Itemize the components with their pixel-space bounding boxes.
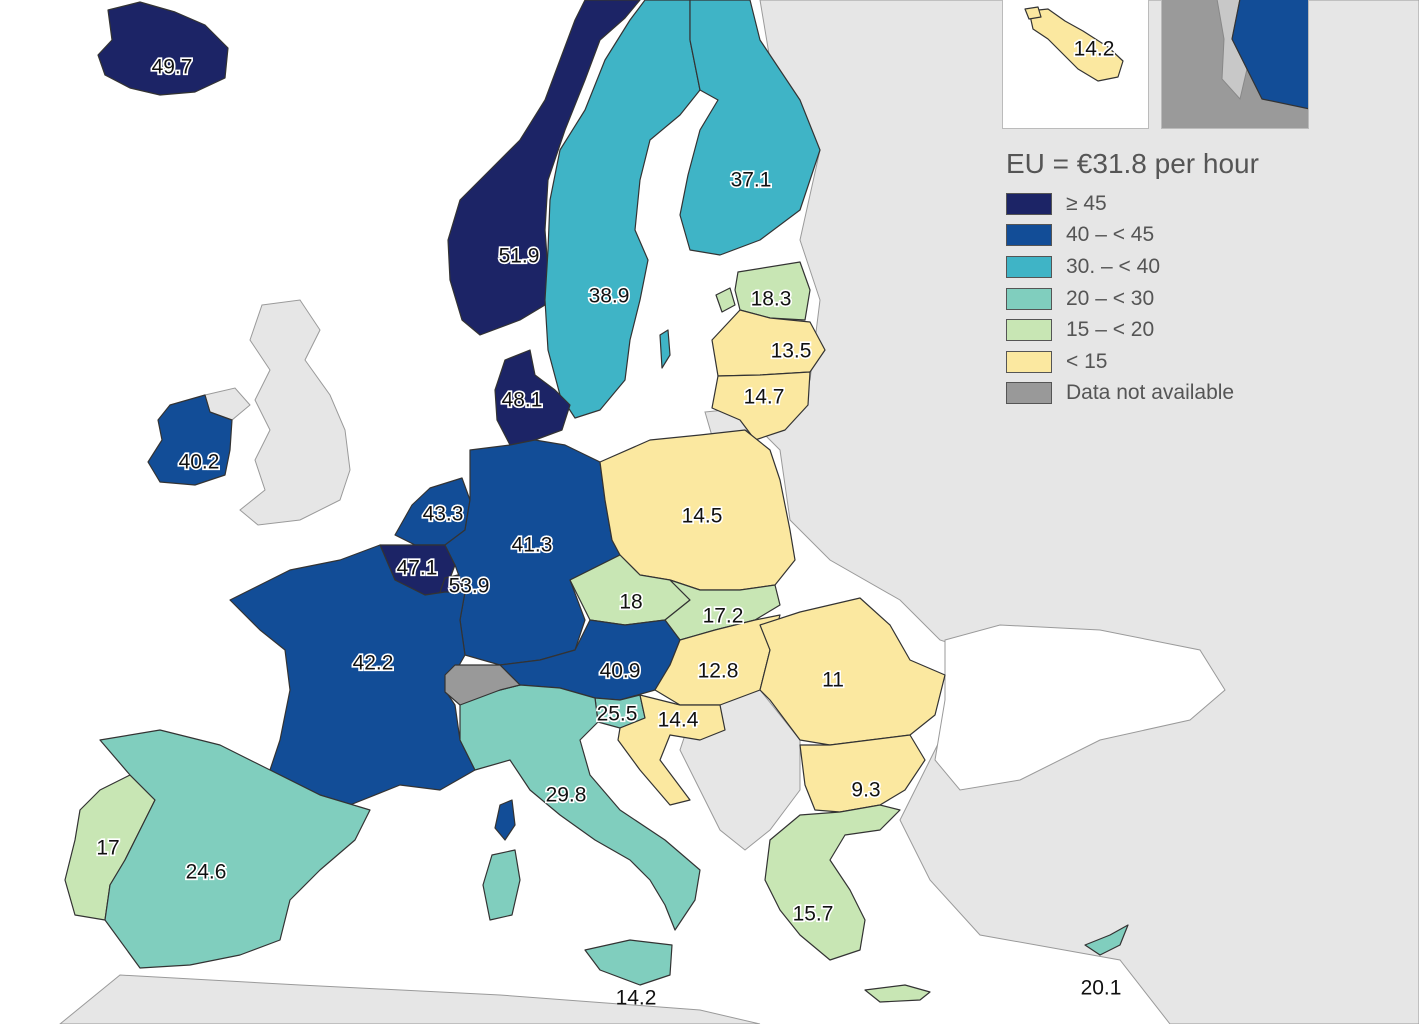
country-sardinia[interactable]	[482, 849, 521, 921]
malta-inset-island[interactable]	[1028, 8, 1124, 82]
legend-label: Data not available	[1066, 381, 1235, 405]
label-ireland: 40.2	[179, 451, 220, 474]
label-belgium: 47.1	[397, 557, 438, 580]
label-malta: 14.2	[616, 987, 657, 1010]
country-iceland[interactable]	[97, 1, 229, 96]
country-sicily[interactable]	[584, 939, 673, 986]
countries	[64, 0, 1129, 1003]
malta-inset-panel: 14.2	[1002, 0, 1149, 129]
legend-label: ≥ 45	[1066, 191, 1107, 215]
country-norway[interactable]	[447, 0, 641, 336]
label-czechia: 18	[619, 591, 642, 614]
country-spain[interactable]	[99, 729, 371, 969]
liechtenstein-inset-map	[1216, 0, 1309, 110]
country-switzerland[interactable]	[444, 664, 521, 706]
label-spain: 24.6	[186, 861, 227, 884]
label-germany: 41.3	[512, 534, 553, 557]
legend-label: 20 – < 30	[1066, 286, 1155, 310]
label-denmark: 48.1	[502, 389, 543, 412]
country-bulgaria[interactable]	[799, 734, 926, 813]
legend-title: EU = €31.8 per hour	[1006, 148, 1259, 179]
country-denmark[interactable]	[494, 349, 571, 446]
country-ireland[interactable]	[147, 394, 233, 486]
country-romania[interactable]	[759, 597, 946, 746]
country-corsica[interactable]	[494, 799, 516, 841]
label-poland: 14.5	[682, 505, 723, 528]
label-france: 42.2	[353, 652, 394, 675]
legend-item: 20 – < 30	[1004, 283, 1404, 315]
label-slovenia: 25.5	[597, 703, 638, 726]
uk-land	[239, 299, 351, 526]
country-crete[interactable]	[864, 984, 931, 1003]
country-saaremaa[interactable]	[715, 287, 736, 313]
country-gotland[interactable]	[659, 329, 671, 369]
label-estonia: 18.3	[751, 288, 792, 311]
legend: EU = €31.8 per hour ≥ 45 40 – < 45 30. –…	[1004, 148, 1404, 409]
label-lithuania: 14.7	[744, 386, 785, 409]
country-croatia[interactable]	[617, 694, 726, 806]
label-hungary: 12.8	[698, 660, 739, 683]
legend-item: 40 – < 45	[1004, 220, 1404, 252]
label-slovakia: 17.2	[703, 605, 744, 628]
legend-swatch	[1006, 350, 1052, 373]
label-croatia: 14.4	[658, 709, 699, 732]
country-sweden[interactable]	[544, 0, 701, 419]
label-romania: 11	[822, 669, 844, 692]
legend-swatch	[1006, 287, 1052, 310]
country-cyprus[interactable]	[1084, 924, 1129, 956]
legend-swatch	[1006, 319, 1052, 342]
eastern-europe-land	[759, 0, 1419, 1024]
legend-swatch	[1006, 192, 1052, 215]
label-iceland: 49.7	[152, 56, 193, 79]
legend-swatch	[1006, 224, 1052, 247]
legend-item: ≥ 45	[1004, 188, 1404, 220]
label-greece: 15.7	[793, 903, 834, 926]
country-greece[interactable]	[764, 804, 901, 961]
label-cyprus: 20.1	[1081, 977, 1122, 1000]
background-land	[59, 0, 1419, 1024]
legend-label: 40 – < 45	[1066, 223, 1155, 247]
malta-inset-map: 14.2	[1024, 6, 1124, 82]
legend-swatch	[1006, 255, 1052, 278]
black-sea	[934, 624, 1226, 791]
label-finland: 37.1	[731, 169, 772, 192]
country-finland[interactable]	[679, 0, 821, 256]
label-bulgaria: 9.3	[851, 779, 880, 802]
label-norway: 51.9	[499, 245, 540, 268]
label-luxembourg: 53.9	[449, 575, 490, 598]
legend-label: 30. – < 40	[1066, 254, 1160, 278]
label-sweden: 38.9	[589, 285, 630, 308]
legend-item: < 15	[1004, 346, 1404, 378]
value-labels: 49.7 51.9 38.9 37.1 18.3 13.5 14.7 48.1 …	[95, 54, 1122, 1010]
gozo-inset-island[interactable]	[1024, 6, 1042, 20]
legend-item: Data not available	[1004, 378, 1404, 410]
inset-austria-area[interactable]	[1231, 0, 1309, 110]
country-lithuania[interactable]	[711, 371, 811, 441]
legend-item: 15 – < 20	[1004, 314, 1404, 346]
label-latvia: 13.5	[771, 340, 812, 363]
label-malta-inset: 14.2	[1074, 38, 1115, 61]
legend-swatch	[1006, 382, 1052, 405]
legend-label: < 15	[1066, 349, 1108, 373]
label-austria: 40.9	[600, 660, 641, 683]
legend-item: 30. – < 40	[1004, 251, 1404, 283]
north-africa-land	[59, 974, 761, 1024]
liechtenstein-inset-panel	[1161, 0, 1309, 129]
country-italy[interactable]	[459, 684, 701, 931]
label-portugal: 17	[96, 837, 119, 860]
legend-label: 15 – < 20	[1066, 318, 1155, 342]
label-netherlands: 43.3	[423, 503, 464, 526]
country-estonia[interactable]	[734, 261, 811, 321]
label-italy: 29.8	[546, 784, 587, 807]
